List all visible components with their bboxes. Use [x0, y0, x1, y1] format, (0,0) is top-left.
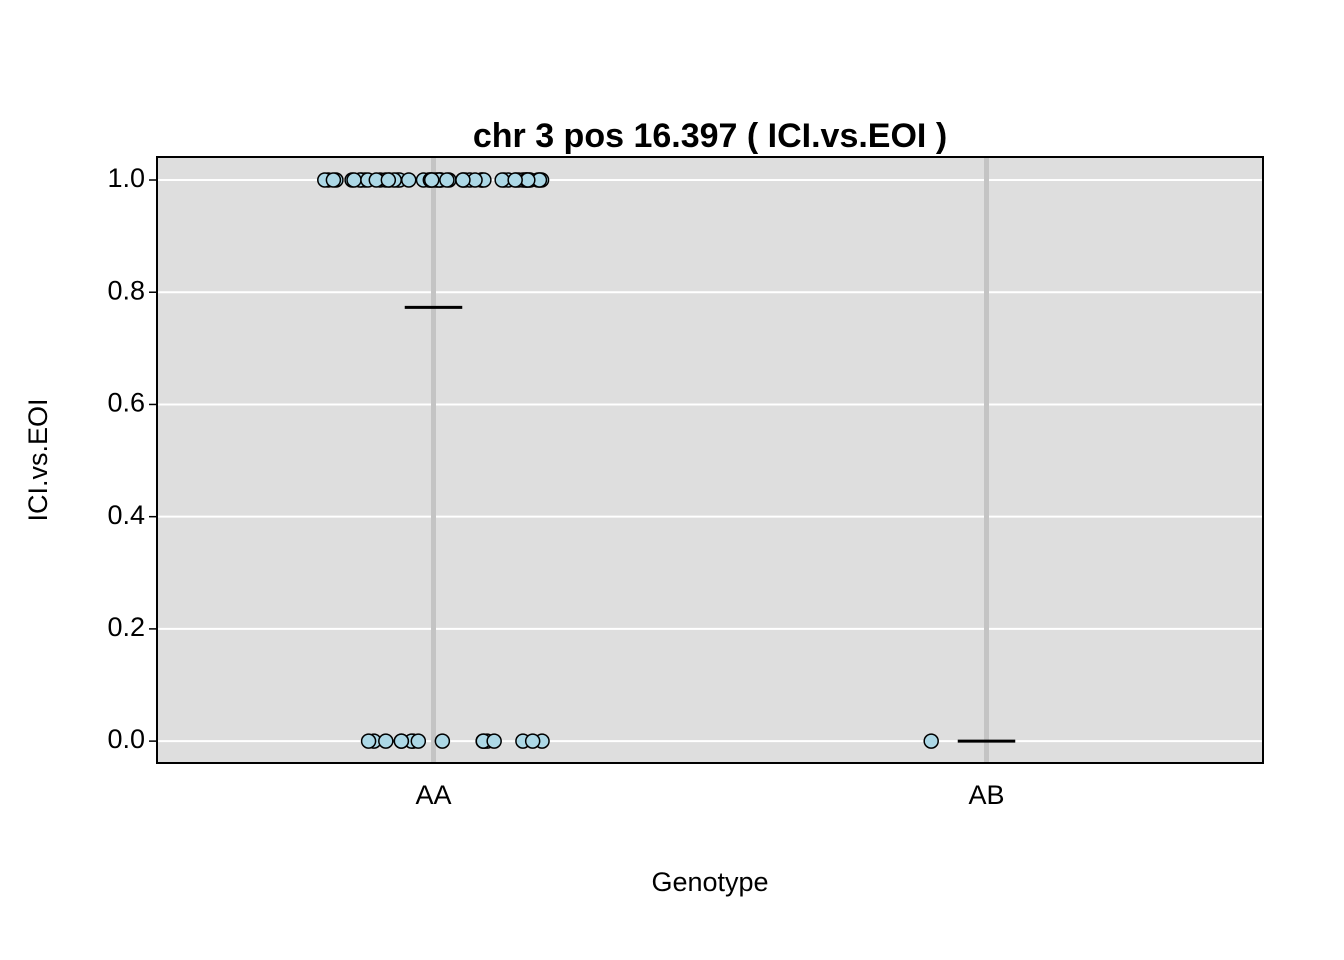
data-point	[923, 733, 939, 749]
data-point	[486, 733, 502, 749]
data-point	[380, 172, 397, 188]
data-point	[494, 172, 510, 188]
y-tick-label: 0.4	[107, 500, 145, 530]
data-point	[346, 172, 362, 188]
plot-border	[156, 156, 1264, 764]
x-axis-label: Genotype	[651, 867, 768, 897]
data-point	[455, 172, 471, 188]
y-tick-label: 0.8	[107, 275, 145, 305]
data-point	[439, 172, 455, 188]
y-axis-label: ICI.vs.EOI	[23, 398, 53, 521]
chart-title: chr 3 pos 16.397 ( ICI.vs.EOI )	[473, 117, 947, 155]
plot-layer	[157, 157, 1263, 763]
plot-background	[157, 157, 1263, 763]
data-point	[393, 733, 410, 749]
x-tick-label: AB	[968, 780, 1004, 810]
data-point	[400, 172, 417, 188]
data-point	[360, 733, 377, 749]
data-point	[325, 172, 342, 188]
data-point	[434, 733, 451, 749]
data-point	[423, 172, 440, 188]
y-tick-label: 1.0	[107, 163, 145, 193]
y-tick-label: 0.2	[107, 612, 145, 642]
data-point	[524, 733, 541, 749]
x-tick-label: AA	[415, 780, 451, 810]
data-point	[378, 733, 394, 749]
data-point	[410, 733, 427, 749]
data-point	[507, 172, 523, 188]
y-tick-label: 0.6	[107, 388, 145, 418]
y-tick-label: 0.0	[107, 724, 145, 754]
